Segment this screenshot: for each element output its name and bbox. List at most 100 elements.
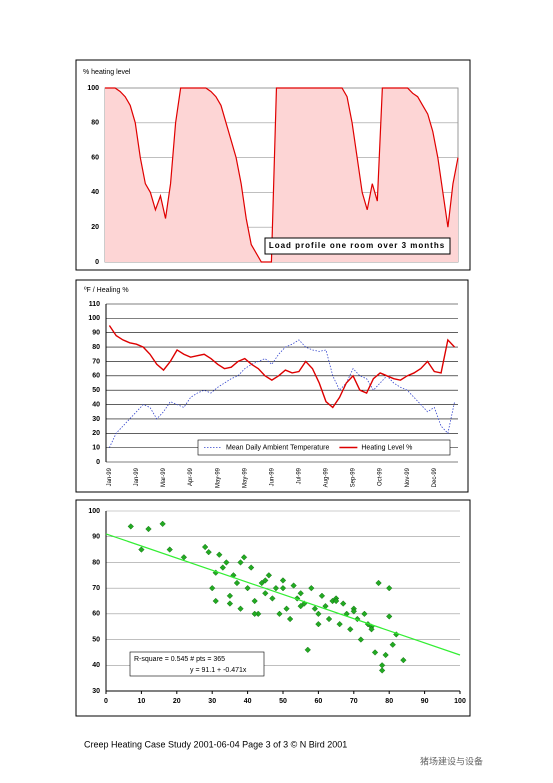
- legend-label: Mean Daily Ambient Temperature: [226, 444, 329, 451]
- chart-frame: [75, 279, 469, 493]
- point: [226, 600, 234, 607]
- y-tick-label: 20: [91, 224, 99, 231]
- point: [244, 585, 251, 592]
- x-tick-label: 0: [104, 698, 108, 705]
- x-tick-label: Aug-99: [324, 467, 330, 487]
- y-tick-label: 10: [92, 444, 100, 451]
- y-tick-label: 70: [92, 585, 100, 592]
- x-tick-label: 20: [173, 698, 181, 705]
- point: [209, 585, 216, 592]
- annotation-box: [129, 651, 265, 677]
- point: [315, 621, 322, 628]
- x-tick-label: Sep-99: [351, 467, 357, 487]
- point: [276, 610, 283, 617]
- y-tick-label: 60: [92, 373, 100, 380]
- y-tick-label: 80: [91, 120, 99, 127]
- y-tick-label: 50: [92, 387, 100, 394]
- point: [272, 585, 280, 592]
- x-tick-label: 40: [244, 698, 252, 705]
- point: [386, 585, 393, 592]
- y-tick-label: 40: [92, 662, 100, 669]
- point: [240, 554, 248, 561]
- point: [400, 657, 407, 664]
- point: [159, 520, 166, 527]
- annotation: Load profile one room over 3 months: [269, 241, 445, 250]
- annotation: R-square = 0.545 # pts = 365: [134, 656, 225, 663]
- x-tick-label: Nov-99: [405, 467, 411, 487]
- x-tick-label: Dec-99: [432, 467, 438, 487]
- y-tick-label: 80: [92, 559, 100, 566]
- series-line: [108, 325, 456, 409]
- x-tick-label: Jan-99: [107, 467, 113, 486]
- point: [308, 585, 315, 592]
- point: [368, 626, 375, 633]
- point: [283, 605, 290, 612]
- point: [290, 582, 297, 589]
- area: [105, 88, 458, 262]
- axis-label: % heating level: [83, 69, 131, 76]
- point: [237, 605, 244, 612]
- y-tick-label: 70: [92, 358, 100, 365]
- point: [255, 610, 262, 617]
- y-tick-label: 80: [92, 344, 100, 351]
- x-tick-label: Oct-99: [378, 467, 384, 486]
- x-tick-label: Mar-99: [161, 467, 167, 487]
- y-tick-label: 20: [92, 430, 100, 437]
- x-tick-label: 70: [350, 698, 358, 705]
- axis-label: ºF / Healing %: [84, 287, 129, 294]
- trend-line: [105, 533, 461, 656]
- y-tick-label: 0: [95, 259, 99, 266]
- point: [251, 597, 258, 605]
- annotation-box: [264, 237, 451, 255]
- point: [297, 603, 304, 610]
- x-tick-label: 90: [421, 698, 429, 705]
- y-tick-label: 60: [91, 154, 99, 161]
- legend-box: [197, 439, 451, 456]
- point: [297, 590, 304, 597]
- annotation: y = 91.1 + -0.471x: [190, 667, 247, 674]
- y-tick-label: 30: [92, 688, 100, 695]
- watermark: 猪场建设与设备: [420, 755, 483, 766]
- line: [105, 87, 459, 263]
- point: [375, 579, 382, 587]
- y-tick-label: 30: [92, 416, 100, 423]
- point: [145, 525, 152, 533]
- y-tick-label: 110: [89, 301, 100, 308]
- y-tick-label: 60: [92, 611, 100, 618]
- point: [180, 554, 187, 561]
- point: [382, 651, 389, 659]
- x-tick-label: Jun-99: [269, 467, 275, 486]
- point: [138, 546, 145, 553]
- point: [202, 543, 209, 551]
- point: [350, 608, 357, 615]
- series-line: [109, 339, 456, 448]
- point: [379, 667, 386, 674]
- x-tick-label: 80: [385, 698, 393, 705]
- point: [361, 610, 368, 617]
- point: [233, 579, 241, 587]
- x-tick-label: May-99: [215, 467, 221, 488]
- point: [357, 636, 364, 643]
- x-tick-label: 100: [454, 698, 466, 705]
- x-tick-label: 10: [138, 698, 146, 705]
- y-tick-label: 0: [96, 459, 100, 466]
- point: [262, 590, 269, 597]
- chart-frame: [75, 499, 471, 717]
- y-tick-label: 100: [88, 315, 100, 322]
- point: [318, 592, 326, 599]
- y-tick-label: 40: [92, 401, 100, 408]
- point: [258, 579, 265, 587]
- point: [371, 649, 379, 656]
- point: [269, 595, 276, 602]
- y-tick-label: 90: [92, 534, 100, 541]
- point: [332, 597, 340, 605]
- x-tick-label: Jul-99: [297, 467, 303, 484]
- point: [379, 662, 386, 669]
- x-tick-label: May-99: [242, 467, 248, 488]
- y-tick-label: 50: [92, 636, 100, 643]
- point: [223, 559, 230, 566]
- point: [205, 549, 212, 556]
- point: [219, 564, 226, 571]
- point: [127, 523, 134, 530]
